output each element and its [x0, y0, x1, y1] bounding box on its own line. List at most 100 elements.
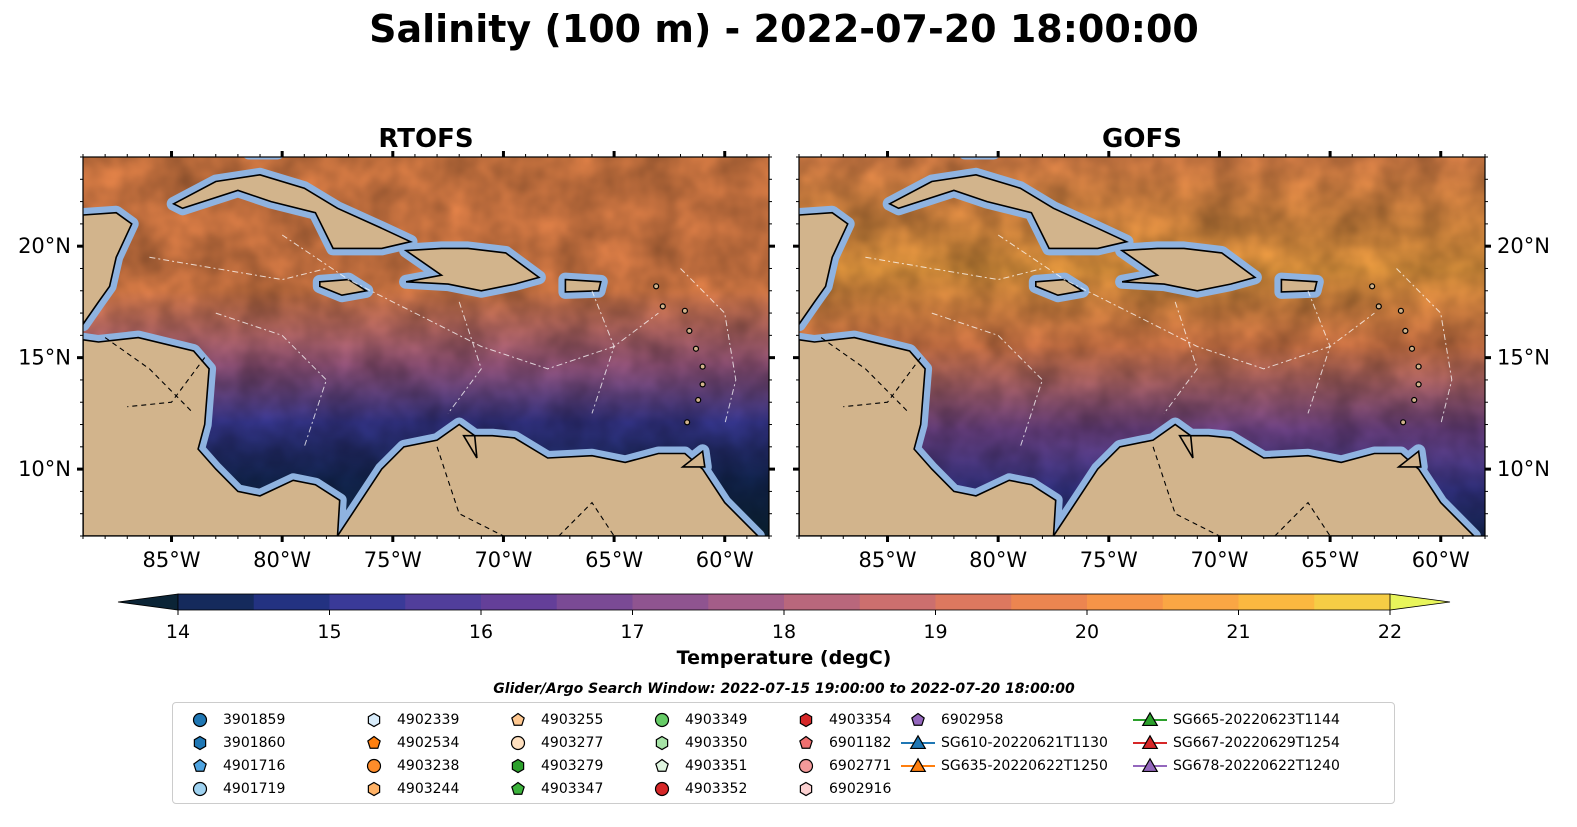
eez-boundary [149, 256, 327, 281]
colorbar-segment [632, 594, 709, 610]
eez-boundary [680, 268, 737, 425]
x-tick-label: 80°W [253, 548, 311, 572]
legend-label: 4903255 [541, 712, 604, 728]
map-frame [82, 156, 770, 537]
legend-label: SG635-20220622T1250 [941, 758, 1108, 774]
country-border [127, 357, 206, 408]
colorbar-segment [1238, 594, 1315, 610]
legend-entry: 4903244 [355, 778, 459, 800]
island [686, 327, 693, 334]
legend-entry: 4903350 [643, 732, 747, 754]
legend-entry: SG665-20220623T1144 [1131, 709, 1340, 731]
legend-marker-icon [511, 758, 525, 774]
legend-entry: 4903279 [499, 755, 603, 777]
island [1411, 396, 1418, 404]
island [1415, 363, 1422, 370]
legend-label: SG667-20220629T1254 [1173, 735, 1340, 751]
colorbar-segment [859, 594, 936, 610]
y-tick-label: 15°N [18, 346, 71, 370]
colorbar-tick-label: 18 [772, 621, 796, 643]
legend-entry: 3901859 [181, 709, 285, 731]
legend-marker-icon [799, 735, 813, 749]
legend-label: 6901182 [829, 735, 892, 751]
colorbar-segment [784, 594, 861, 610]
colorbar-tick-label: 22 [1378, 621, 1402, 643]
eez-boundary [447, 301, 482, 414]
x-tick-label: 60°W [1412, 548, 1470, 572]
legend-label: 4903350 [685, 735, 748, 751]
legend-marker-icon [901, 734, 935, 750]
legend-label: SG665-20220623T1144 [1173, 712, 1340, 728]
colorbar-segment [1011, 594, 1088, 610]
legend-label: 4901719 [223, 781, 286, 797]
legend-label: 4903277 [541, 735, 604, 751]
y-tick-label: 20°N [1497, 234, 1550, 258]
colorbar-tick-label: 16 [469, 621, 493, 643]
colorbar-segment [556, 594, 633, 610]
legend-entry: 4901716 [181, 755, 285, 777]
land-mass [319, 278, 369, 297]
legend-marker-icon [193, 758, 207, 772]
legend-marker-icon [901, 757, 935, 773]
legend-label: SG678-20220622T1240 [1173, 758, 1340, 774]
legend-entry: 4903354 [787, 709, 891, 731]
legend-entry: 4903277 [499, 732, 603, 754]
country-border [104, 337, 194, 414]
island [699, 381, 706, 388]
shelf-zone [959, 157, 999, 160]
island [1415, 381, 1422, 388]
legend-label: SG610-20220621T1130 [941, 735, 1108, 751]
legend-entry: 6902958 [899, 709, 1003, 731]
island [695, 396, 702, 404]
search-window-caption: Glider/Argo Search Window: 2022-07-15 19… [493, 681, 1075, 697]
legend-marker-icon [511, 781, 525, 795]
legend-label: 4903244 [397, 781, 460, 797]
colorbar-extend-low [117, 593, 179, 611]
eez-boundary [1396, 268, 1453, 425]
colorbar-tick-label: 21 [1226, 621, 1250, 643]
legend-marker-icon [192, 781, 208, 797]
legend-entry: 4903351 [643, 755, 747, 777]
legend-marker-icon [798, 758, 814, 774]
country-border [820, 337, 910, 414]
colorbar-segment [405, 594, 482, 610]
x-tick-label: 65°W [1301, 548, 1359, 572]
land-mass [249, 135, 282, 153]
country-border [558, 501, 615, 536]
legend-entry: SG667-20220629T1254 [1131, 732, 1340, 754]
colorbar-segment [1162, 594, 1239, 610]
gofs-map-panel: GOFS 85°W 80°W 75°W 70°W 65°W 60°W 20°N 15°N 10°N [793, 124, 1550, 572]
land-mass [887, 173, 1129, 250]
colorbar-label: Temperature (degC) [677, 647, 892, 669]
colorbar-tick-label: 17 [620, 621, 644, 643]
rtofs-map-panel: RTOFS 85°W 80°W 75°W 70°W 65°W 60°W 20°N 15°N 10°… [18, 124, 775, 572]
legend-marker-icon [193, 735, 207, 751]
colorbar-tick-label: 15 [317, 621, 341, 643]
legend-label: 6902771 [829, 758, 892, 774]
legend-entry: 4902339 [355, 709, 459, 731]
eez-boundary [1307, 290, 1331, 414]
country-border [1274, 501, 1331, 536]
legend-marker-icon [655, 735, 669, 751]
legend-marker-icon [799, 712, 813, 728]
legend-entry: SG635-20220622T1250 [899, 755, 1108, 777]
legend-entry: 6901182 [787, 732, 891, 754]
legend-entry: 4903238 [355, 755, 459, 777]
legend-entry: 4903352 [643, 778, 747, 800]
land-mass [799, 211, 849, 326]
colorbar-tick-label: 19 [923, 621, 947, 643]
island [653, 283, 660, 290]
x-tick-label: 65°W [585, 548, 643, 572]
island [1402, 327, 1409, 334]
x-tick-label: 75°W [364, 548, 422, 572]
land-mass [680, 449, 706, 468]
land-mass [83, 336, 341, 536]
legend-label: 4903279 [541, 758, 604, 774]
legend-marker-icon [511, 712, 525, 726]
eez-boundary [865, 256, 1043, 281]
x-tick-label: 75°W [1080, 548, 1138, 572]
land-mass [1280, 278, 1318, 293]
island [692, 345, 700, 352]
colorbar-segment [1087, 594, 1164, 610]
legend-label: 4903351 [685, 758, 748, 774]
